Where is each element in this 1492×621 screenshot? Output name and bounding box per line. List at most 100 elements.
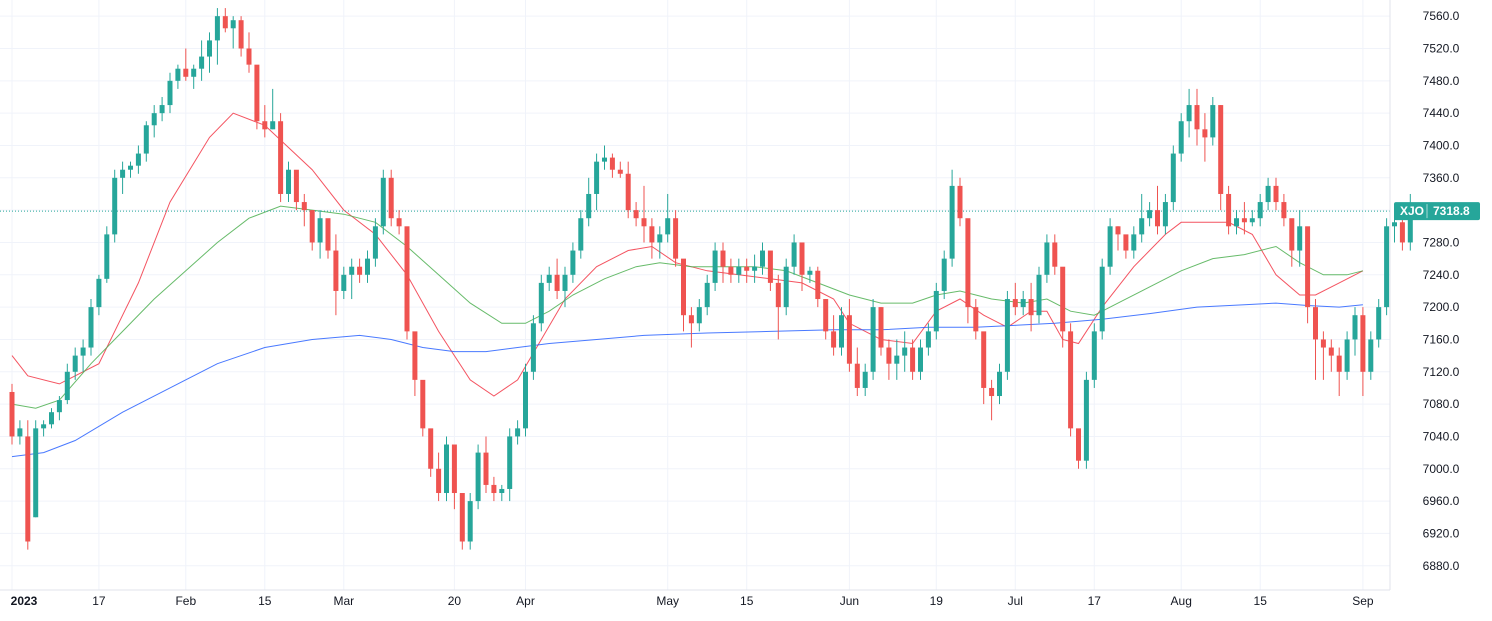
candle-body <box>1099 266 1105 332</box>
candle <box>159 96 165 122</box>
candle-body <box>1115 226 1121 235</box>
candle <box>1170 145 1176 211</box>
candle <box>933 282 939 340</box>
candle-body <box>925 331 931 348</box>
x-tick-label: 20 <box>448 594 462 608</box>
candle-body <box>341 274 347 291</box>
x-tick-label: Sep <box>1352 594 1374 608</box>
x-tick-label: Mar <box>333 594 354 608</box>
candle-body <box>309 210 315 243</box>
candle-body <box>325 218 331 251</box>
candle <box>365 250 370 283</box>
candle <box>775 274 781 340</box>
candle <box>1194 88 1200 146</box>
candle-body <box>80 347 86 356</box>
candle-body <box>254 64 260 122</box>
candle <box>1297 210 1303 267</box>
candle <box>925 323 931 356</box>
candle <box>404 226 410 340</box>
candle-body <box>270 121 276 130</box>
candle-body <box>949 185 955 259</box>
candle <box>760 242 765 275</box>
candle <box>957 177 963 227</box>
candle <box>1107 218 1113 275</box>
candle <box>49 408 54 429</box>
candle <box>1091 323 1097 388</box>
candle-body <box>483 452 489 485</box>
candle-body <box>665 218 671 235</box>
candle <box>483 436 489 494</box>
candle <box>1289 218 1295 267</box>
candle <box>1281 193 1287 227</box>
candle <box>989 379 995 421</box>
candle <box>586 177 592 227</box>
candle <box>444 436 449 502</box>
candle <box>317 210 323 259</box>
candle-body <box>1044 242 1050 275</box>
candle <box>270 88 276 130</box>
candle-body <box>104 234 110 279</box>
candle <box>633 202 639 227</box>
time-axis[interactable]: 2023 17 Feb 15 Mar 20 Apr May 15 Jun 19 Jul 17 Aug 15 S… <box>11 594 1374 608</box>
candle <box>25 420 31 550</box>
candle <box>293 169 299 211</box>
candle-body <box>1392 222 1397 227</box>
candle <box>1020 290 1026 316</box>
candle-body <box>744 266 750 271</box>
candle-body <box>1083 379 1089 461</box>
candle <box>609 153 615 178</box>
candle-body <box>1123 234 1129 251</box>
candle-body <box>396 218 402 227</box>
candle-body <box>372 226 378 259</box>
candle-body <box>1399 222 1405 243</box>
candle <box>1139 193 1145 243</box>
candle-body <box>736 266 742 275</box>
candle <box>538 274 544 332</box>
candle-body <box>1170 153 1176 203</box>
candle <box>222 8 228 33</box>
last-price-badge: XJO 7318.8 <box>1394 202 1480 221</box>
candle-body <box>1139 218 1145 235</box>
candle-body <box>1178 121 1184 154</box>
badge-symbol: XJO <box>1400 204 1424 218</box>
candle-body <box>1202 129 1208 138</box>
candle <box>388 169 394 227</box>
y-tick-label: 6960.0 <box>1423 494 1460 508</box>
candle-body <box>475 452 481 502</box>
candle-body <box>230 20 236 29</box>
candle <box>1186 88 1192 138</box>
candle <box>712 242 718 291</box>
candle-body <box>88 307 94 348</box>
candle <box>657 226 663 259</box>
candle <box>112 169 118 243</box>
series-line-ma-slow <box>11 302 1363 458</box>
candle-body <box>1194 105 1200 130</box>
last-price-badge-background <box>1394 202 1480 221</box>
candle-body <box>617 169 623 174</box>
candle <box>262 105 268 138</box>
candle-body <box>507 436 513 489</box>
y-tick-label: 7000.0 <box>1423 462 1460 476</box>
candle <box>1360 307 1366 397</box>
candle-body <box>594 161 600 194</box>
candle-body <box>191 68 197 77</box>
candle <box>1155 185 1160 235</box>
candle-body <box>365 258 370 275</box>
candle-body <box>831 331 837 348</box>
candle <box>941 250 947 300</box>
candle-body <box>135 153 141 166</box>
candle-body <box>1352 315 1358 340</box>
candle <box>665 193 671 243</box>
candle <box>135 145 141 174</box>
candle-body <box>1218 105 1224 194</box>
candle <box>1265 177 1271 211</box>
candle-body <box>1320 339 1326 348</box>
candle <box>1083 371 1089 469</box>
candle-body <box>791 242 797 267</box>
candle <box>728 258 734 283</box>
candle <box>96 274 102 316</box>
x-tick-label: May <box>656 594 679 608</box>
candle <box>641 185 647 243</box>
